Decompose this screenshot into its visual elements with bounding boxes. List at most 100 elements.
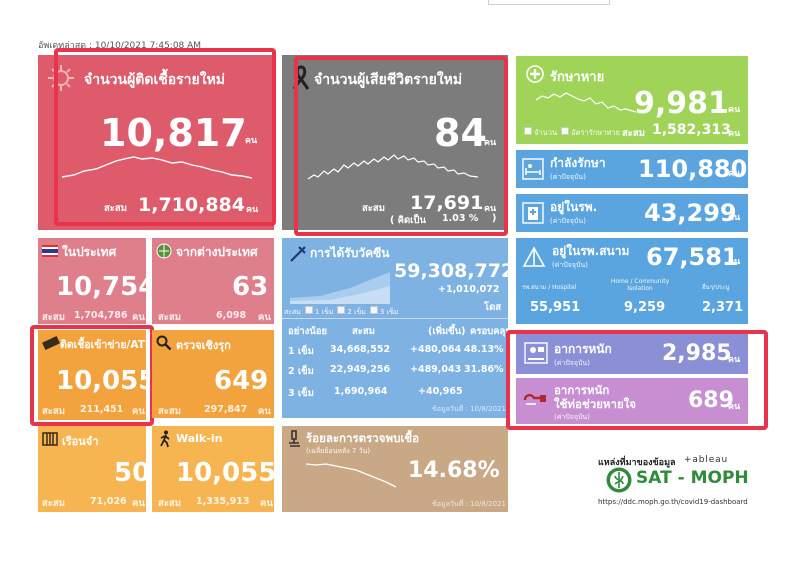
domestic-cum-unit: คน [132, 312, 145, 323]
positivity-data-date: ข้อมูลวันที่ : 10/8/2021 [432, 500, 506, 508]
treating-sub: (ค่าปัจจุบัน) [550, 173, 586, 181]
vaccine-legend-dose1: 1 เข็ม [314, 308, 334, 316]
source-url[interactable]: https://ddc.moph.go.th/covid19-dashboard [598, 498, 748, 506]
abroad-cum-label: สะสม [158, 312, 181, 323]
prison-cum-label: สะสม [42, 498, 65, 509]
prison-value: 50 [114, 458, 151, 488]
deaths-cum-value: 17,691 [410, 192, 484, 214]
vaccine-tile[interactable]: การได้รับวัคซีน 59,308,772 +1,010,072 โด… [282, 238, 514, 418]
recovered-unit: คน [728, 105, 741, 115]
severe-tile[interactable]: อาการหนัก (ค่าปัจจุบัน) 2,985 คน [516, 334, 748, 374]
severe-unit: คน [728, 355, 741, 365]
active-search-cum-unit: คน [258, 406, 271, 417]
fh-col3-value: 2,371 [702, 300, 744, 315]
positivity-value: 14.68% [408, 458, 500, 483]
treating-title: กำลังรักษา [550, 156, 606, 170]
vaccine-table-header: อย่างน้อย สะสม (เพิ่มขึ้น) ครอบคลุม [282, 324, 512, 338]
new-cases-tile[interactable]: จำนวนผู้ติดเชื้อรายใหม่ 10,817 คน สะสม 1… [38, 55, 274, 230]
atk-value: 10,055 [56, 366, 157, 396]
treating-tile[interactable]: กำลังรักษา (ค่าปัจจุบัน) 110,880 คน [516, 150, 748, 188]
severe-value: 2,985 [662, 341, 732, 366]
vaccine-total: 59,308,772 [394, 260, 515, 282]
hospital-tile[interactable]: อยู่ในรพ. (ค่าปัจจุบัน) 43,299 คน [516, 194, 748, 232]
active-search-title: ตรวจเชิงรุก [176, 339, 231, 352]
field-hospital-tile[interactable]: อยู่ในรพ.สนาม (ค่าปัจจุบัน) 67,581 คน รพ… [516, 238, 748, 324]
atk-cum-label: สะสม [42, 406, 65, 417]
walkin-value: 10,055 [176, 458, 277, 488]
positivity-sub: (เฉลี่ยย้อนหลัง 7 วัน) [306, 447, 371, 455]
vaccine-row-dose2: 2 เข็ม 22,949,256 +489,043 31.86% [282, 364, 508, 378]
vaccine-delta: +1,010,072 [438, 284, 500, 295]
hospital-title: อยู่ในรพ. [550, 200, 598, 214]
abroad-tile[interactable]: จากต่างประเทศ 63 สะสม 6,098 คน [152, 238, 274, 324]
legend-count-swatch [524, 127, 532, 135]
recovered-trend-line [535, 92, 637, 113]
walkin-cum-value: 1,335,913 [196, 496, 250, 507]
field-hospital-value: 67,581 [646, 243, 739, 271]
vaccine-row1-inc: +480,064 [410, 344, 462, 355]
fh-col2-value: 9,259 [624, 300, 666, 315]
domestic-value: 10,754 [56, 272, 157, 302]
thai-flag-icon [42, 245, 58, 257]
atk-cum-unit: คน [132, 406, 145, 417]
domestic-tile[interactable]: ในประเทศ 10,754 สะสม 1,704,786 คน [38, 238, 156, 324]
legend-dose3-swatch [369, 306, 378, 314]
domestic-cum-label: สะสม [42, 312, 65, 323]
highlight-new-cases [54, 48, 276, 226]
recovered-title: รักษาหาย [550, 70, 605, 85]
vaccine-row2-inc: +489,043 [410, 364, 462, 375]
field-hospital-title: อยู่ในรพ.สนาม [552, 244, 630, 258]
prison-bars-icon [42, 432, 58, 446]
recovered-cum-unit: คน [728, 129, 741, 139]
legend-dose2-swatch [337, 306, 346, 314]
positivity-tile[interactable]: ร้อยละการตรวจพบเชื้อ (เฉลี่ยย้อนหลัง 7 ว… [282, 426, 508, 512]
hospital-unit: คน [728, 213, 741, 223]
vaccine-header-cum: สะสม [352, 326, 375, 337]
tableau-logo: + a b l e a u [684, 455, 727, 465]
active-search-value: 649 [214, 366, 269, 396]
patient-monitor-icon [524, 342, 548, 364]
walking-person-icon [160, 430, 170, 448]
ventilator-unit: คน [728, 402, 741, 412]
highlight-severe [506, 330, 768, 430]
ventilator-value: 689 [688, 388, 734, 413]
fh-col2-label: Home / Community Isolation [610, 278, 670, 292]
vaccine-row3-dose: 3 เข็ม [288, 388, 314, 399]
syringe-icon [290, 246, 306, 262]
hospital-bed-icon [522, 158, 544, 180]
legend-rate-swatch [561, 127, 570, 135]
deaths-tile[interactable]: จำนวนผู้เสียชีวิตรายใหม่ 84 คน สะสม 17,6… [282, 55, 508, 230]
source-label: แหล่งที่มาของข้อมูล [598, 458, 676, 468]
walkin-tile[interactable]: Walk-in 10,055 สะสม 1,335,913 คน [152, 426, 277, 512]
domestic-cum-value: 1,704,786 [74, 310, 128, 321]
abroad-value: 63 [232, 272, 269, 302]
deaths-pct-close: ) [492, 213, 497, 224]
positivity-title: ร้อยละการตรวจพบเชื้อ [306, 431, 420, 445]
fh-col1-label: รพ.สนาม / Hospitel [522, 284, 577, 291]
severe-title: อาการหนัก [554, 342, 612, 356]
fh-col1-value: 55,951 [530, 300, 581, 315]
prison-tile[interactable]: เรือนจำ 50 สะสม 71,026 คน [38, 426, 150, 512]
deaths-unit: คน [484, 138, 497, 148]
active-search-cum-label: สะสม [158, 406, 181, 417]
active-search-cum-value: 297,847 [204, 404, 248, 415]
vaccine-legend-dose3: 3 เข็ม [379, 308, 399, 316]
vaccine-row2-cum: 22,949,256 [330, 364, 391, 375]
hospital-value: 43,299 [644, 199, 737, 227]
top-tab-frame [488, 0, 610, 5]
active-search-tile[interactable]: ตรวจเชิงรุก 649 สะสม 297,847 คน [152, 330, 274, 418]
prison-cum-unit: คน [132, 498, 145, 509]
field-hospital-sub: (ค่าปัจจุบัน) [552, 261, 588, 269]
recovered-tile[interactable]: รักษาหาย 9,981 คน จำนวน อัตรารักษาหาย สะส… [516, 56, 748, 144]
severe-sub: (ค่าปัจจุบัน) [554, 359, 590, 367]
org-name: SAT - MOPH [636, 468, 749, 488]
atk-cum-value: 211,451 [80, 404, 124, 415]
vaccine-row-dose1: 1 เข็ม 34,668,552 +480,064 48.13% [282, 344, 508, 358]
recovered-legend-count: จำนวน [534, 128, 558, 137]
atk-tile[interactable]: ติดเชื้อเข้าข่าย/ATK 10,055 สะสม 211,451… [38, 330, 156, 420]
ventilator-tile[interactable]: อาการหนัก ใช้ท่อช่วยหายใจ (ค่าปัจจุบัน) … [516, 378, 748, 424]
vaccine-row2-dose: 2 เข็ม [288, 366, 314, 377]
vaccine-divider [282, 318, 508, 319]
new-cases-cum-value: 1,710,884 [138, 194, 245, 216]
treating-unit: คน [728, 169, 741, 179]
